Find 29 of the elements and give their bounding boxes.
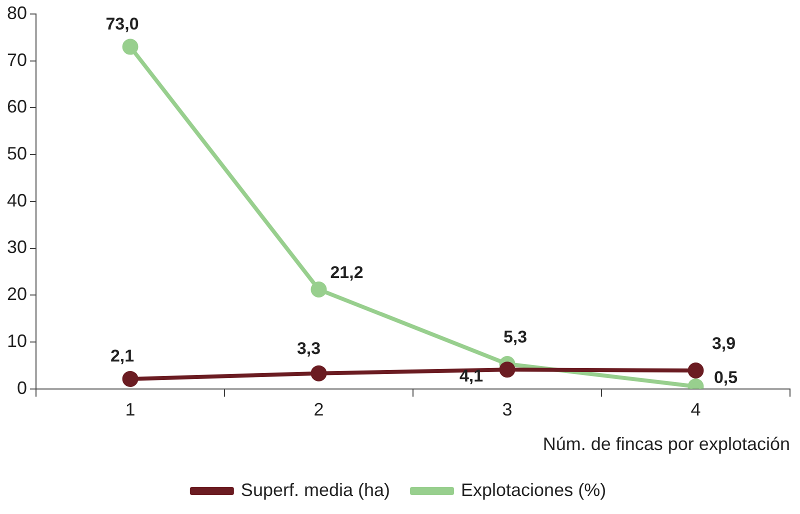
point [499, 362, 516, 378]
point [688, 362, 704, 379]
x-tick-label: 3 [502, 400, 512, 420]
x-tick-label: 4 [690, 400, 701, 420]
y-tick-label: 80 [6, 2, 28, 23]
y-tick-label: 50 [6, 144, 28, 164]
data-label: 2,1 [110, 346, 134, 366]
data-label: 21,2 [330, 263, 364, 282]
point [122, 38, 138, 55]
y-tick-label: 60 [6, 96, 28, 117]
y-tick-label: 20 [6, 284, 28, 304]
y-tick-label: 40 [6, 190, 28, 210]
y-tick-label: 30 [6, 237, 28, 258]
legend-label: Explotaciones (%) [461, 480, 606, 500]
legend-label: Superf. media (ha) [240, 480, 390, 500]
data-label: 3,9 [712, 334, 736, 354]
point [122, 370, 138, 387]
y-tick-label: 0 [17, 378, 28, 398]
y-tick-label: 10 [6, 330, 28, 351]
data-label: 5,3 [503, 328, 528, 347]
x-axis-title: Núm. de fincas por explotación [542, 434, 790, 454]
data-label: 73,0 [106, 14, 139, 34]
point [310, 365, 327, 382]
y-tick-label: 70 [6, 50, 28, 70]
x-tick-label: 1 [125, 400, 136, 420]
data-label: 3,3 [296, 339, 321, 358]
point [310, 281, 327, 298]
data-label: 0,5 [714, 368, 738, 388]
x-tick-label: 2 [314, 400, 324, 420]
